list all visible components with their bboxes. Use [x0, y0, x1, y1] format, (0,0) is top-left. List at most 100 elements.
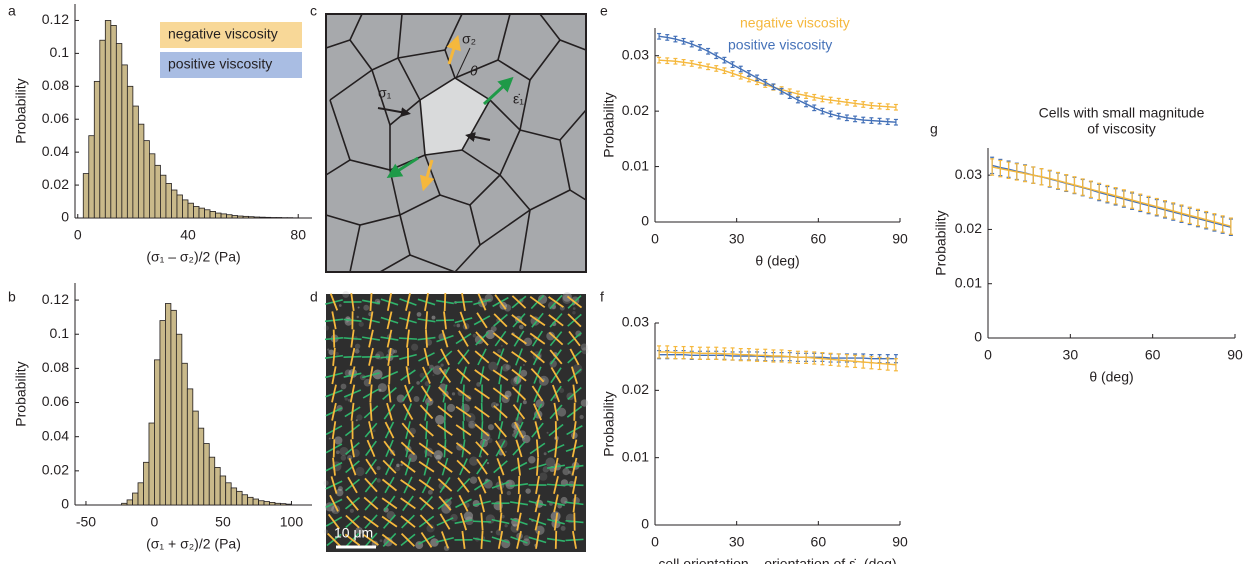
- orientation-segment: [350, 402, 355, 421]
- image-texture: [323, 480, 329, 486]
- image-texture: [327, 348, 330, 351]
- orientation-segment: [456, 459, 471, 474]
- orientation-segment: [424, 292, 429, 312]
- orientation-segment: [437, 442, 453, 455]
- bar: [181, 362, 188, 506]
- bar: [126, 499, 133, 506]
- orientation-segment: [386, 292, 393, 312]
- image-texture: [331, 505, 341, 515]
- image-texture: [339, 446, 349, 456]
- orientation-segment: [381, 533, 398, 547]
- image-texture: [501, 514, 505, 519]
- x-tick-label: 90: [892, 231, 908, 247]
- bar: [88, 135, 95, 219]
- image-texture: [504, 523, 508, 528]
- arrow: [386, 156, 419, 179]
- chart: 0 0.01 0.02 0.03 0 30 60 90 θ (deg) Probability Ce…: [933, 105, 1243, 385]
- orientation-segment: [493, 405, 508, 419]
- image-texture: [338, 304, 342, 307]
- orientation-segment: [511, 386, 527, 401]
- bar: [182, 199, 189, 219]
- orientation-segment: [572, 530, 577, 549]
- image-texture: [413, 396, 420, 402]
- orientation-segment: [569, 348, 580, 366]
- orientation-segment: [387, 384, 392, 403]
- image-texture: [416, 312, 422, 317]
- image-texture: [490, 325, 497, 332]
- y-axis-label: Probability: [601, 92, 617, 157]
- arrow: [446, 34, 461, 65]
- orientation-segment: [516, 512, 522, 531]
- image-texture: [490, 530, 493, 533]
- image-texture: [335, 488, 344, 497]
- bar: [253, 216, 261, 219]
- chart-title: of viscosity: [1087, 121, 1155, 137]
- bar: [137, 123, 145, 219]
- image-texture: [432, 365, 443, 375]
- image-texture: [535, 525, 545, 535]
- orientation-segment: [363, 534, 379, 546]
- image-texture: [535, 399, 545, 409]
- bar: [110, 24, 117, 219]
- y-axis-label: Probability: [13, 78, 29, 143]
- bar: [258, 500, 265, 506]
- x-axis-label: cell orientation – orientation of ε̇₁ (d…: [658, 556, 896, 564]
- bar: [214, 467, 221, 506]
- orientation-segment: [553, 476, 559, 494]
- panel-label: g: [930, 121, 938, 137]
- orientation-segment: [331, 402, 337, 421]
- bar: [230, 487, 238, 506]
- line: [659, 59, 896, 108]
- x-tick-label: 0: [984, 347, 992, 363]
- orientation-segment: [457, 477, 470, 493]
- bar: [263, 501, 270, 506]
- image-texture: [580, 399, 589, 407]
- image-texture: [416, 381, 420, 385]
- image-texture: [427, 400, 431, 403]
- x-tick-label: 0: [74, 227, 82, 243]
- orientation-segment: [368, 347, 374, 366]
- orientation-segment: [368, 329, 374, 348]
- orientation-segment: [405, 293, 411, 311]
- y-tick-label: 0.12: [42, 11, 69, 27]
- bar: [237, 215, 244, 219]
- orientation-segment: [548, 314, 564, 327]
- bar: [226, 214, 233, 219]
- x-axis-label: θ (deg): [1089, 369, 1133, 385]
- image-texture: [355, 466, 365, 477]
- image-texture: [411, 343, 419, 351]
- y-tick-label: 0.03: [622, 46, 649, 62]
- orientation-segment: [382, 459, 397, 474]
- orientation-segment: [400, 497, 416, 510]
- orientation-segment: [443, 292, 447, 312]
- image-texture: [486, 461, 490, 465]
- image-texture: [523, 535, 530, 541]
- orientation-segment: [400, 460, 416, 473]
- orientation-segment: [437, 460, 453, 473]
- image-texture: [560, 525, 566, 531]
- orientation-segment: [514, 421, 524, 439]
- panel-label: e: [600, 3, 608, 19]
- bar: [274, 502, 281, 506]
- bar: [132, 492, 139, 506]
- orientation-segment: [400, 441, 416, 456]
- image-texture: [469, 476, 478, 484]
- image-texture: [383, 507, 389, 513]
- orientation-segment: [553, 512, 559, 531]
- central-cell: [419, 77, 492, 156]
- y-tick-label: 0.08: [42, 77, 69, 93]
- orientation-segment: [400, 515, 416, 528]
- image-texture: [357, 306, 360, 309]
- bar: [137, 482, 144, 506]
- y-tick-label: 0: [641, 213, 649, 229]
- image-texture: [377, 383, 387, 393]
- orientation-segment: [511, 368, 527, 382]
- orientation-segment: [400, 479, 416, 491]
- diagram-label: σ₂: [462, 31, 476, 47]
- orientation-segment: [458, 494, 469, 512]
- image-texture: [525, 488, 531, 494]
- orientation-segment: [381, 515, 398, 528]
- orientation-segment: [425, 329, 428, 348]
- orientation-segment: [349, 384, 356, 403]
- orientation-segment: [534, 421, 541, 440]
